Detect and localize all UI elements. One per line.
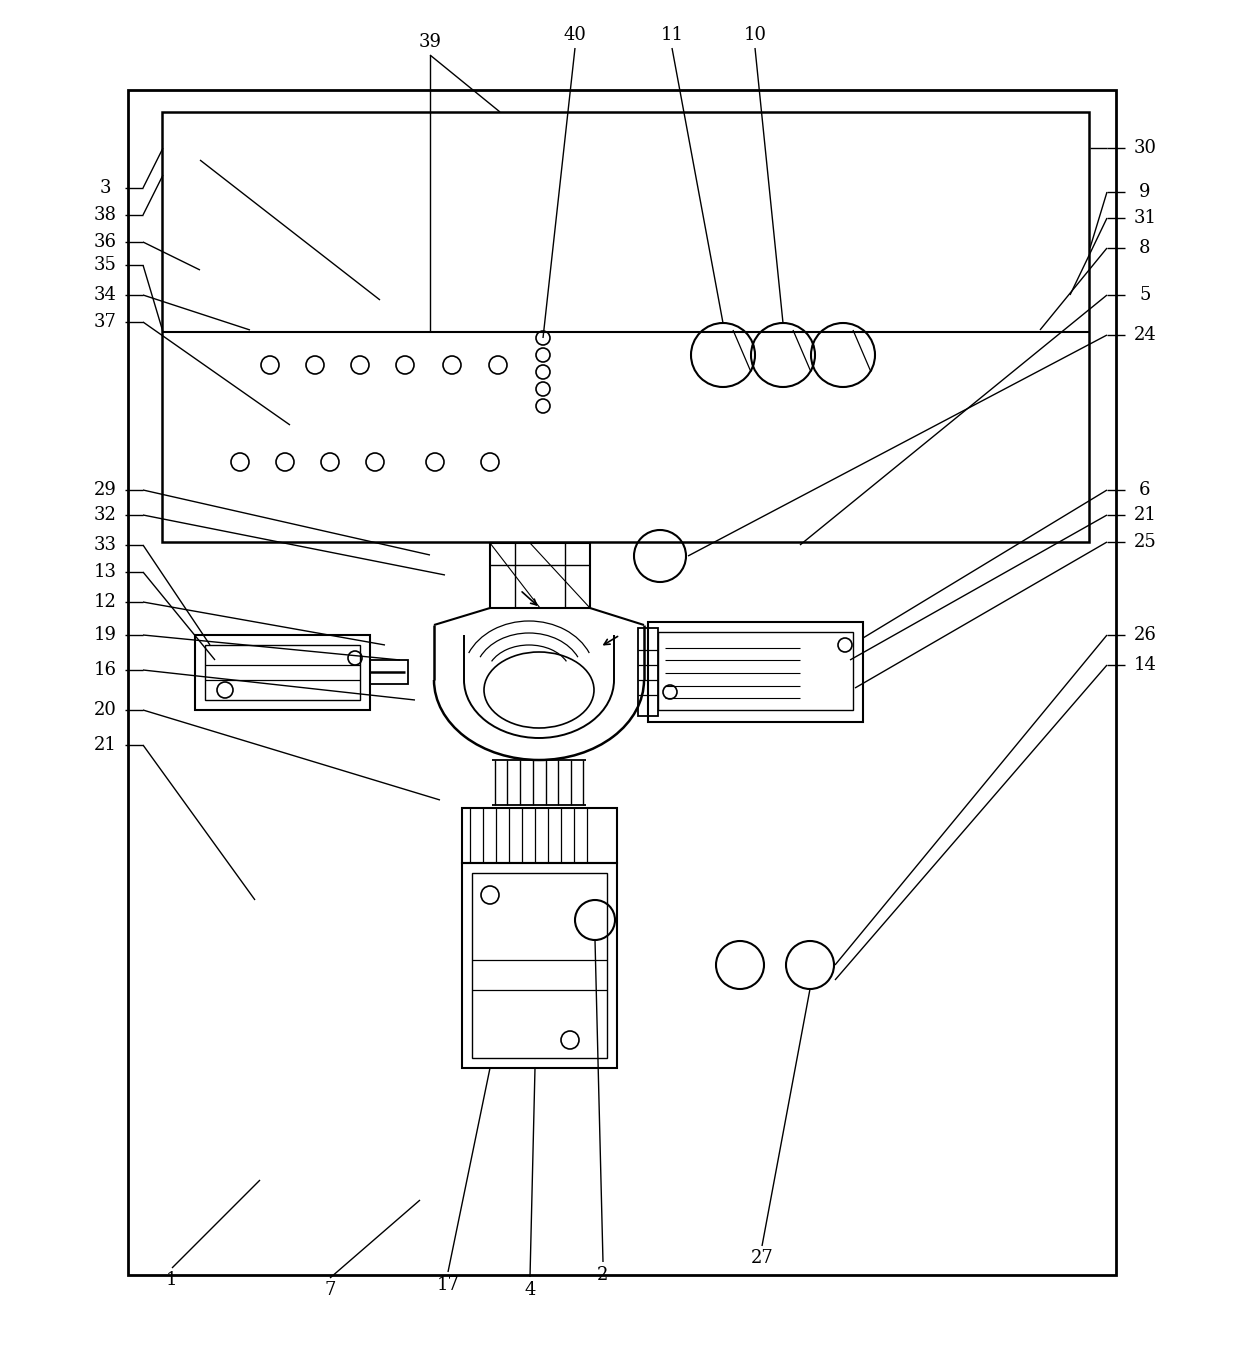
Text: 40: 40 — [563, 26, 587, 45]
Text: 27: 27 — [750, 1249, 774, 1267]
Text: 34: 34 — [93, 286, 117, 304]
Text: 16: 16 — [93, 661, 117, 679]
Text: 1: 1 — [166, 1271, 177, 1290]
Text: 26: 26 — [1133, 626, 1157, 643]
Text: 8: 8 — [1140, 239, 1151, 258]
Text: 38: 38 — [93, 206, 117, 224]
Text: 30: 30 — [1133, 139, 1157, 156]
Text: 37: 37 — [93, 313, 117, 331]
Text: 3: 3 — [99, 179, 110, 197]
Text: 6: 6 — [1140, 482, 1151, 499]
Text: 14: 14 — [1133, 656, 1157, 674]
Text: 36: 36 — [93, 233, 117, 251]
Bar — [658, 631, 853, 710]
Text: 29: 29 — [93, 482, 117, 499]
Text: 5: 5 — [1140, 286, 1151, 304]
Bar — [463, 808, 618, 863]
Text: 11: 11 — [661, 26, 683, 45]
Text: 20: 20 — [93, 701, 117, 719]
Text: 10: 10 — [744, 26, 766, 45]
Text: 31: 31 — [1133, 209, 1157, 227]
Bar — [195, 635, 370, 710]
Bar — [472, 873, 608, 1058]
Text: 7: 7 — [325, 1282, 336, 1299]
Bar — [205, 645, 360, 700]
Bar — [639, 629, 658, 716]
Text: 39: 39 — [419, 32, 441, 51]
Text: 21: 21 — [1133, 506, 1157, 523]
Text: 25: 25 — [1133, 533, 1157, 550]
Bar — [490, 544, 590, 608]
Text: 9: 9 — [1140, 183, 1151, 201]
Text: 17: 17 — [436, 1276, 460, 1294]
Bar — [162, 112, 1089, 542]
Bar — [128, 90, 1116, 1275]
Bar — [649, 622, 863, 722]
Text: 12: 12 — [93, 594, 117, 611]
Text: 13: 13 — [93, 563, 117, 581]
Text: 21: 21 — [93, 737, 117, 754]
Text: 24: 24 — [1133, 326, 1157, 344]
Text: 33: 33 — [93, 536, 117, 554]
Text: 32: 32 — [93, 506, 117, 523]
Bar — [463, 863, 618, 1068]
Text: 19: 19 — [93, 626, 117, 643]
Bar — [370, 660, 408, 684]
Text: 4: 4 — [525, 1282, 536, 1299]
Text: 2: 2 — [598, 1265, 609, 1284]
Text: 35: 35 — [93, 256, 117, 274]
